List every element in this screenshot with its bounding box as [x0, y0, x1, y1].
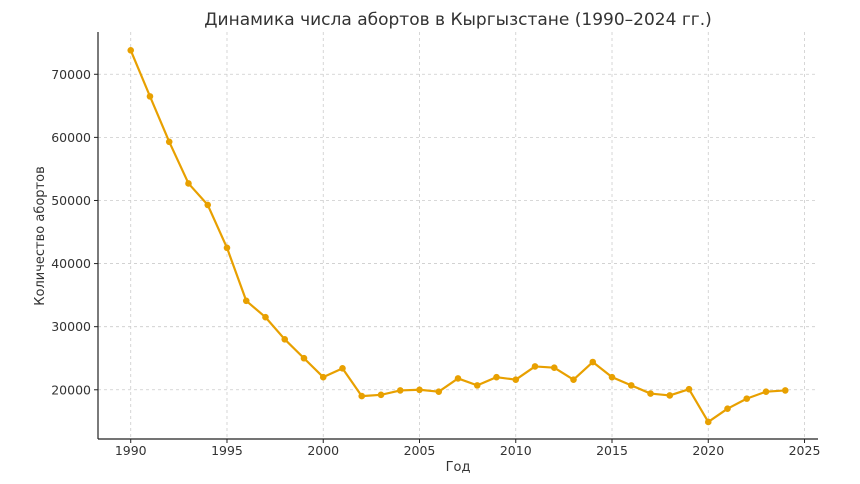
data-point — [319, 373, 327, 381]
data-point — [531, 363, 539, 370]
y-tick-label: 50000 — [51, 193, 91, 208]
data-point — [704, 418, 712, 426]
x-tick-label: 2005 — [404, 443, 436, 458]
data-point — [185, 180, 192, 187]
chart-title: Динамика числа абортов в Кыргызстане (19… — [204, 10, 711, 30]
data-point — [666, 392, 674, 399]
data-point — [358, 392, 366, 400]
data-point — [223, 244, 231, 252]
data-point — [416, 386, 423, 394]
data-point — [743, 395, 751, 402]
y-tick-label: 70000 — [51, 67, 91, 82]
x-tick-label: 2025 — [789, 443, 821, 458]
data-point — [608, 373, 616, 381]
data-point — [512, 376, 520, 383]
y-tick-label: 20000 — [51, 382, 91, 397]
data-point — [262, 313, 269, 321]
data-point — [550, 364, 558, 371]
data-point — [724, 405, 731, 413]
data-point — [762, 388, 770, 395]
data-point — [781, 387, 789, 394]
data-point — [377, 391, 385, 399]
data-point — [300, 354, 308, 362]
y-tick-label: 40000 — [51, 256, 91, 271]
x-tick-label: 2000 — [307, 443, 339, 458]
axes: 1990 1995 2000 2005 2010 2015 2020 2025 20000 300… — [51, 32, 820, 458]
data-point — [627, 382, 635, 389]
data-point — [339, 365, 346, 372]
y-tick-label: 30000 — [51, 319, 91, 334]
data-point — [493, 373, 500, 381]
x-tick-label: 1990 — [115, 443, 147, 458]
data-point — [589, 358, 597, 366]
y-axis-label: Количество абортов — [33, 166, 48, 305]
data-point — [685, 385, 693, 393]
data-point — [204, 201, 212, 209]
x-tick-label: 1995 — [211, 443, 243, 458]
x-axis-label: Год — [446, 460, 471, 475]
data-point — [647, 390, 654, 397]
data-point — [454, 375, 462, 382]
data-point — [473, 382, 481, 389]
data-point — [165, 138, 173, 146]
x-tick-label: 2010 — [500, 443, 532, 458]
data-point — [146, 93, 154, 100]
grid — [98, 32, 818, 439]
data-point — [396, 387, 404, 394]
x-tick-label: 2015 — [596, 443, 628, 458]
data-point — [127, 46, 135, 54]
series-line — [129, 49, 786, 424]
series-layer — [127, 46, 789, 426]
data-point — [435, 388, 443, 395]
data-point — [242, 297, 250, 305]
y-tick-label: 60000 — [51, 130, 91, 145]
data-point — [281, 336, 289, 343]
x-tick-label: 2020 — [692, 443, 724, 458]
data-point — [570, 376, 577, 383]
